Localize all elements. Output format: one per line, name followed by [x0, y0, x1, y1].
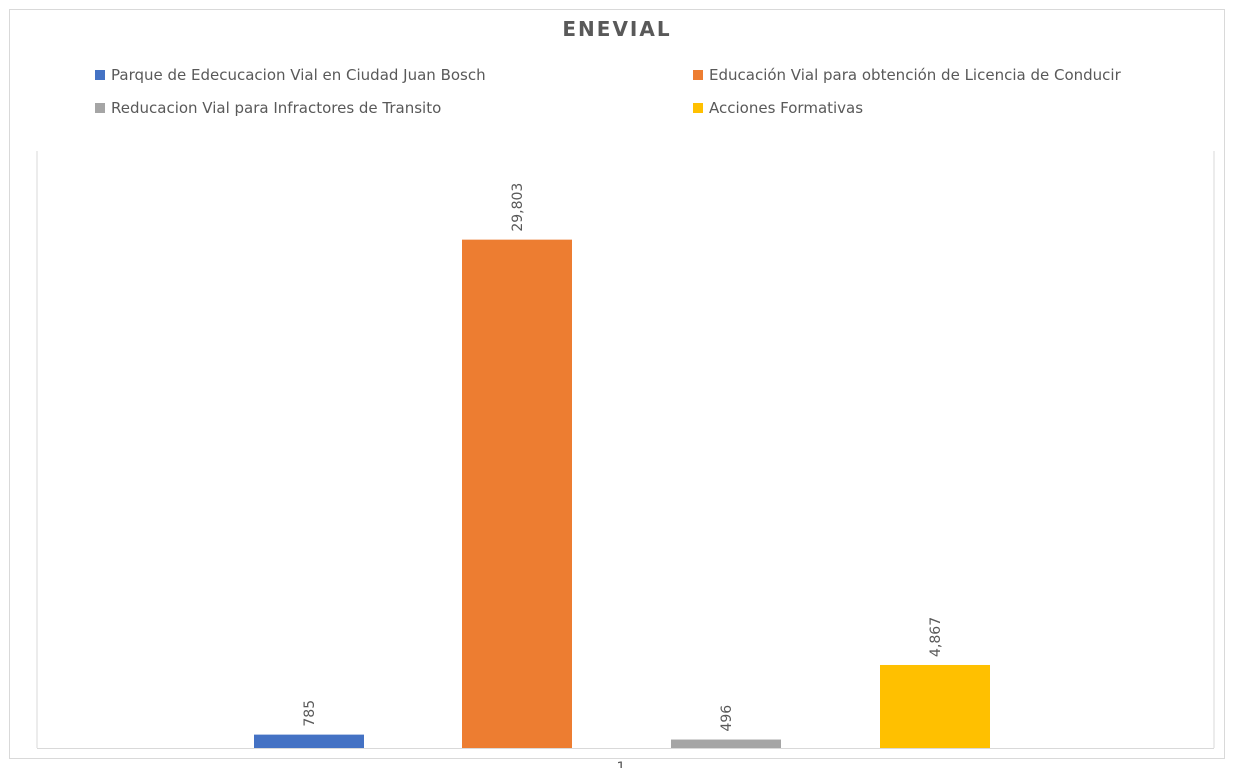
- legend-swatch-educacion: [693, 70, 703, 80]
- legend-item-reducacion: Reducacion Vial para Infractores de Tran…: [95, 99, 441, 117]
- legend-swatch-acciones: [693, 103, 703, 113]
- legend-label-educacion: Educación Vial para obtención de Licenci…: [709, 66, 1121, 84]
- bar-acciones: [880, 664, 990, 748]
- chart-title: ENEVIAL: [562, 17, 672, 41]
- legend-label-reducacion: Reducacion Vial para Infractores de Tran…: [111, 99, 442, 117]
- data-label-acciones: 4,867: [928, 617, 944, 657]
- legend-item-educacion: Educación Vial para obtención de Licenci…: [693, 66, 1121, 84]
- legend-item-acciones: Acciones Formativas: [693, 99, 863, 117]
- data-label-reducacion: 496: [719, 705, 735, 732]
- legend-swatch-reducacion: [95, 103, 105, 113]
- bar-reducacion: [671, 739, 781, 748]
- legend-item-parque: Parque de Edecucacion Vial en Ciudad Jua…: [95, 66, 486, 84]
- legend-label-parque: Parque de Edecucacion Vial en Ciudad Jua…: [111, 66, 486, 84]
- legend-swatch-parque: [95, 70, 105, 80]
- chart-frame: [9, 9, 1225, 759]
- data-label-educacion: 29,803: [510, 183, 526, 232]
- bar-educacion: [462, 239, 572, 748]
- x-tick-label: 1: [617, 760, 626, 768]
- data-label-parque: 785: [302, 700, 318, 727]
- bar-parque: [254, 734, 364, 748]
- legend-label-acciones: Acciones Formativas: [709, 99, 864, 117]
